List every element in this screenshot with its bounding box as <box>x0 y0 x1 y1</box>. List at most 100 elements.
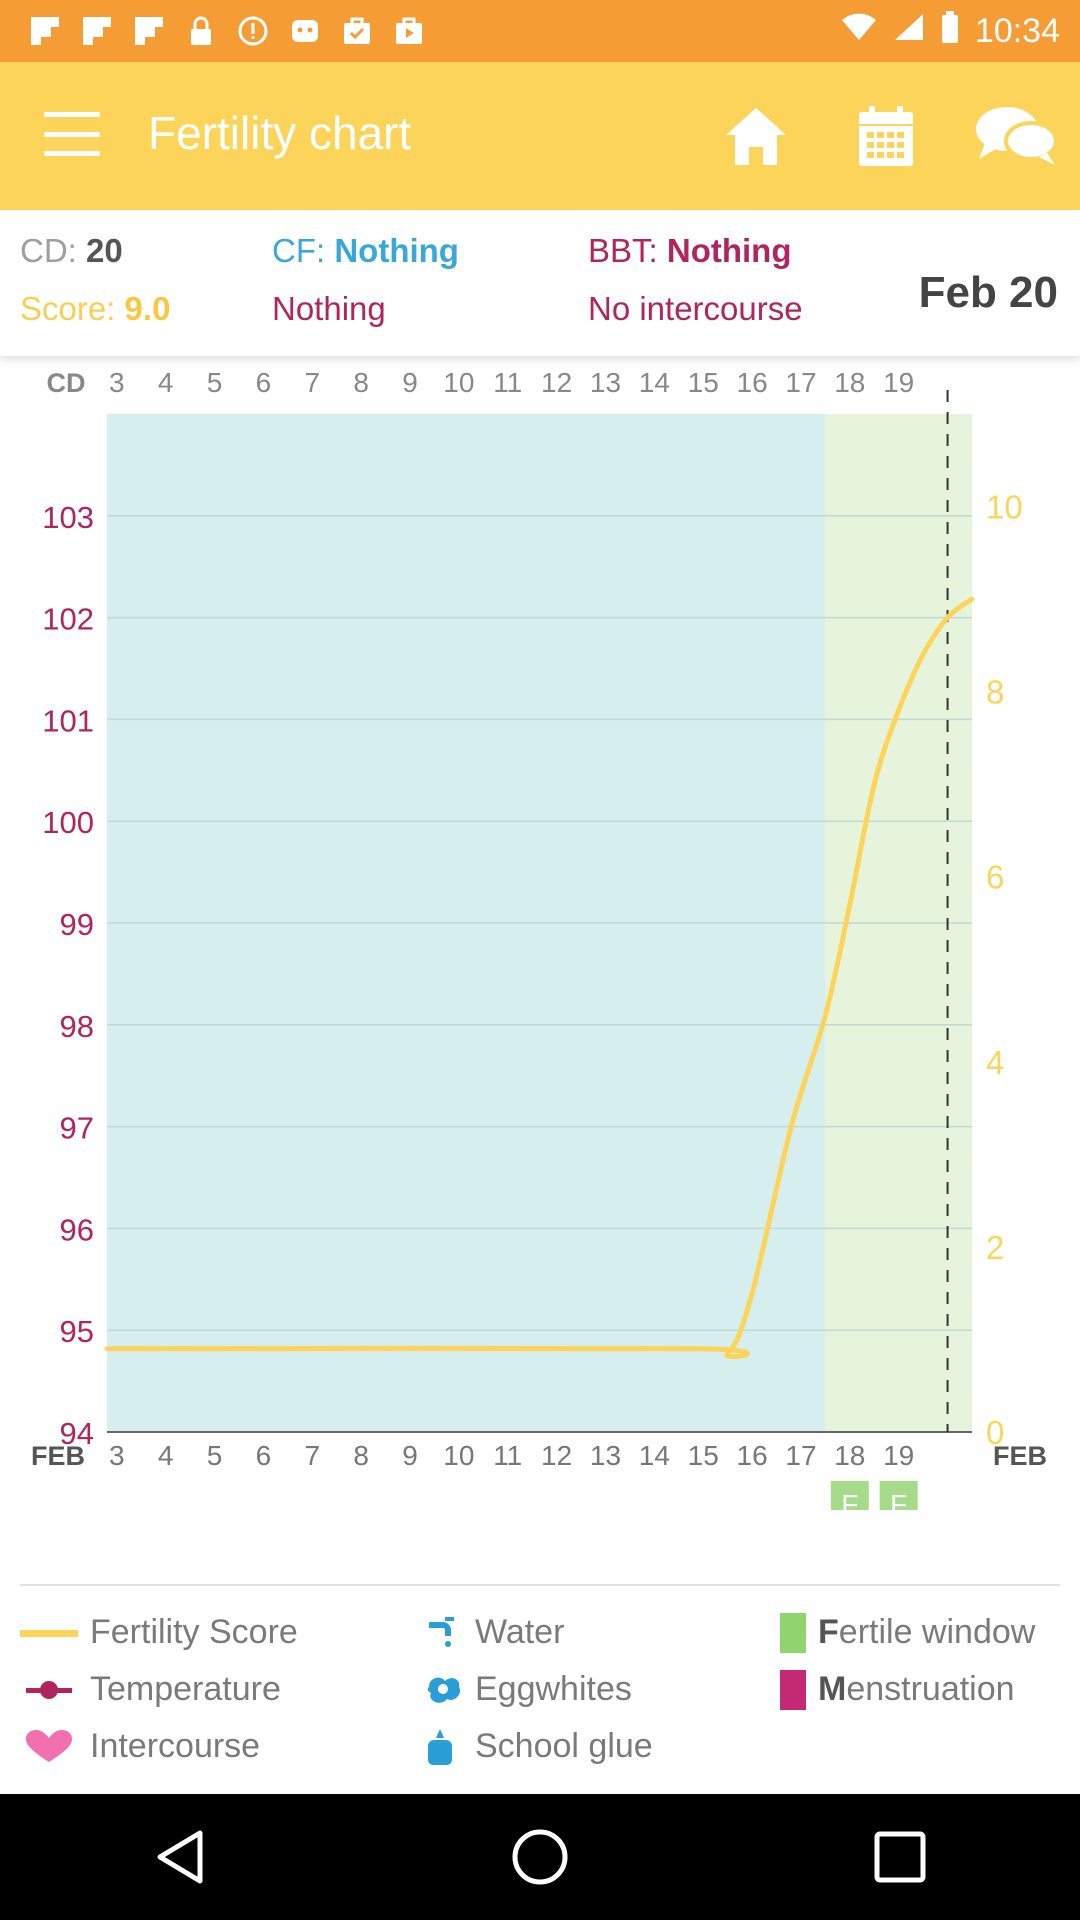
x-bottom-tick-label: 3 <box>109 1440 125 1471</box>
x-bottom-tick-label: 7 <box>304 1440 320 1471</box>
y-left-tick-label: 95 <box>60 1314 94 1349</box>
y-left-tick-label: 101 <box>42 703 94 738</box>
battery-icon <box>941 10 959 52</box>
app-bar: Fertility chart <box>0 62 1080 210</box>
signal-icon <box>893 12 925 51</box>
bottom-axis-label-left: FEB <box>31 1441 85 1471</box>
flipboard-icon <box>132 14 166 48</box>
heart-icon <box>20 1729 80 1764</box>
eggwhite-splash-icon <box>425 1673 465 1707</box>
x-bottom-tick-label: 16 <box>737 1440 768 1471</box>
y-right-tick-label: 8 <box>986 674 1004 711</box>
cervical-fluid: CF: Nothing <box>272 232 459 270</box>
x-bottom-tick-label: 9 <box>402 1440 418 1471</box>
cycle-day-summary: CD: 20 Score: 9.0 CF: Nothing Nothing BB… <box>0 210 1080 356</box>
magenta-square-icon <box>780 1669 808 1710</box>
y-left-tick-label: 100 <box>42 805 94 840</box>
x-bottom-tick-label: 5 <box>207 1440 223 1471</box>
legend-fertility-score: Fertility Score <box>20 1604 298 1661</box>
x-bottom-tick-label: 14 <box>639 1440 670 1471</box>
x-top-tick-label: 18 <box>834 367 865 398</box>
y-left-tick-label: 99 <box>60 907 94 942</box>
x-bottom-tick-label: 19 <box>883 1440 914 1471</box>
x-bottom-tick-label: 18 <box>834 1440 865 1471</box>
legend-school-glue: School glue <box>425 1718 653 1775</box>
x-top-tick-label: 13 <box>590 367 621 398</box>
legend-divider <box>20 1584 1060 1586</box>
menu-icon[interactable] <box>44 112 100 156</box>
x-bottom-tick-label: 6 <box>256 1440 272 1471</box>
fertile-tag-label: F <box>841 1489 858 1510</box>
chat-button[interactable] <box>970 90 1062 182</box>
score-value: 9.0 <box>124 290 171 327</box>
y-right-tick-label: 0 <box>986 1414 1004 1451</box>
x-bottom-tick-label: 4 <box>158 1440 174 1471</box>
x-bottom-tick-label: 12 <box>541 1440 572 1471</box>
x-top-tick-label: 8 <box>353 367 369 398</box>
legend-label: enstruation <box>846 1670 1015 1708</box>
back-button[interactable] <box>120 1797 240 1917</box>
top-axis-label: CD <box>47 368 86 398</box>
home-button[interactable] <box>710 90 802 182</box>
legend-eggwhites: Eggwhites <box>425 1661 653 1718</box>
x-top-tick-label: 19 <box>883 367 914 398</box>
legend-label: Eggwhites <box>475 1670 632 1708</box>
score-label: Score: <box>20 290 116 327</box>
x-top-tick-label: 3 <box>109 367 125 398</box>
recents-button[interactable] <box>840 1797 960 1917</box>
yellow-line-icon <box>20 1628 80 1638</box>
recents-square-icon <box>874 1831 926 1883</box>
legend-label: Water <box>475 1613 565 1651</box>
selected-date: Feb 20 <box>918 268 1058 317</box>
y-left-tick-label: 98 <box>60 1009 94 1044</box>
y-left-tick-label: 102 <box>42 602 94 637</box>
legend-initial: F <box>818 1613 839 1651</box>
cf-value: Nothing <box>334 232 459 269</box>
temperature-dot-line-icon <box>20 1680 80 1700</box>
lock-icon <box>184 14 218 48</box>
fertility-chart[interactable]: 94 95 96 97 98 99 100 101 102 103 0 2 4 6 8 10 CD FEB FEB 3… <box>0 360 1080 1510</box>
y-left-tick-label: 96 <box>60 1212 94 1247</box>
legend-label: Intercourse <box>90 1727 261 1765</box>
legend-water: Water <box>425 1604 653 1661</box>
y-left-tick-label: 94 <box>60 1416 94 1451</box>
calendar-icon <box>859 106 913 166</box>
legend-column-2: Water Eggwhites School glue <box>425 1604 653 1775</box>
cycle-day-value: 20 <box>86 232 123 269</box>
fertile-tag <box>879 1481 918 1510</box>
legend-initial: M <box>818 1670 847 1708</box>
calendar-button[interactable] <box>840 90 932 182</box>
bag-check-icon <box>340 14 374 48</box>
home-icon <box>726 108 786 165</box>
y-left-tick-label: 103 <box>42 500 94 535</box>
x-top-tick-label: 9 <box>402 367 418 398</box>
cycle-day: CD: 20 <box>20 232 123 270</box>
bbt-label: BBT: <box>588 232 658 269</box>
legend-label: School glue <box>475 1727 653 1765</box>
x-top-tick-label: 7 <box>304 367 320 398</box>
legend-intercourse: Intercourse <box>20 1718 298 1775</box>
x-top-tick-label: 12 <box>541 367 572 398</box>
x-top-tick-label: 11 <box>493 367 522 398</box>
home-nav-button[interactable] <box>480 1797 600 1917</box>
flipboard-icon <box>28 14 62 48</box>
x-bottom-tick-label: 15 <box>688 1440 719 1471</box>
app-face-icon <box>288 14 322 48</box>
cycle-day-label: CD: <box>20 232 77 269</box>
x-top-tick-label: 14 <box>639 367 670 398</box>
x-top-tick-label: 10 <box>443 367 474 398</box>
back-triangle-icon <box>157 1830 203 1884</box>
flipboard-icon <box>80 14 114 48</box>
x-bottom-tick-label: 8 <box>353 1440 369 1471</box>
legend-column-1: Fertility Score Temperature Intercourse <box>20 1604 298 1775</box>
legend-label: Temperature <box>90 1670 281 1708</box>
system-nav-bar <box>0 1794 1080 1920</box>
fertile-tag-label: F <box>890 1489 907 1510</box>
cf-label: CF: <box>272 232 326 269</box>
x-top-tick-label: 6 <box>256 367 272 398</box>
score: Score: 9.0 <box>20 290 170 328</box>
